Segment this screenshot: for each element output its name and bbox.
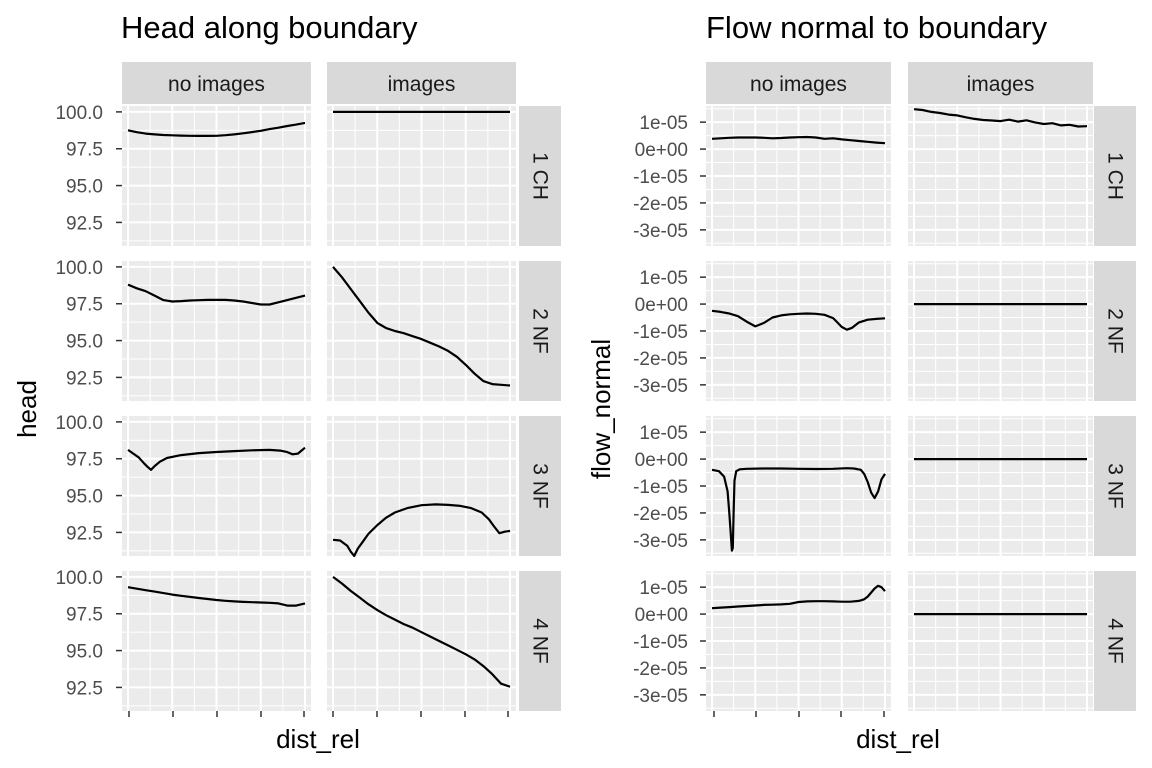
y-tick-label: 92.5 xyxy=(66,213,103,234)
row-strip-label: 2 NF xyxy=(529,308,552,354)
row-strip-label: 1 CH xyxy=(529,152,552,200)
y-tick-label: 1e-05 xyxy=(639,113,688,134)
row-strip xyxy=(519,416,561,556)
panel xyxy=(706,106,891,246)
series-line xyxy=(127,283,306,306)
y-tick-label: -2e-05 xyxy=(633,504,688,525)
right-chart-title: Flow normal to boundary xyxy=(706,10,1048,45)
series-line xyxy=(127,121,306,137)
panel xyxy=(908,261,1093,401)
panel xyxy=(122,261,311,401)
y-tick-label: -1e-05 xyxy=(633,322,688,343)
y-tick-label: 100.0 xyxy=(55,258,103,279)
column-strip xyxy=(122,62,311,104)
row-strip-label: 3 NF xyxy=(529,463,552,509)
y-tick-label: 95.0 xyxy=(66,332,103,353)
series-line xyxy=(127,586,306,607)
facet-grid: no images images 1 CH 100.0 97.5 95.0 92.5 2 NF… xyxy=(55,62,1136,717)
left-y-axis-title: head xyxy=(12,380,42,438)
panel xyxy=(122,571,311,711)
row-strip xyxy=(1094,261,1136,401)
y-tick-label: 97.5 xyxy=(66,295,103,316)
y-tick-label: -1e-05 xyxy=(633,477,688,498)
column-strip-label: images xyxy=(967,73,1035,96)
series-line xyxy=(332,576,511,688)
y-tick-label: 95.0 xyxy=(66,642,103,663)
y-tick-label: 95.0 xyxy=(66,487,103,508)
right-y-axis-title: flow_normal xyxy=(586,339,616,479)
y-tick-label: -2e-05 xyxy=(633,659,688,680)
y-tick-label: 100.0 xyxy=(55,413,103,434)
right-x-axis-title: dist_rel xyxy=(856,724,940,754)
y-tick-label: -3e-05 xyxy=(633,376,688,397)
row-strip-label: 1 CH xyxy=(1104,152,1127,200)
panel xyxy=(706,571,891,711)
y-tick-label: 1e-05 xyxy=(639,423,688,444)
y-tick-label: 1e-05 xyxy=(639,268,688,289)
panel xyxy=(706,416,891,556)
row-strip xyxy=(519,571,561,711)
left-x-axis-title: dist_rel xyxy=(276,724,360,754)
y-tick-label: -2e-05 xyxy=(633,349,688,370)
column-strip xyxy=(327,62,516,104)
y-tick-label: -3e-05 xyxy=(633,531,688,552)
row-strip-label: 3 NF xyxy=(1104,463,1127,509)
series-line xyxy=(711,584,886,610)
y-tick-label: -2e-05 xyxy=(633,194,688,215)
y-tick-label: 92.5 xyxy=(66,523,103,544)
row-strip-label: 2 NF xyxy=(1104,308,1127,354)
row-strip xyxy=(1094,106,1136,246)
chart-head: no images images 1 CH 100.0 97.5 95.0 92.5 2 NF… xyxy=(55,62,561,717)
column-strip-label: no images xyxy=(168,73,265,96)
column-strip-label: images xyxy=(388,73,456,96)
row-strip xyxy=(519,261,561,401)
y-tick-label: 100.0 xyxy=(55,103,103,124)
column-strip xyxy=(706,62,891,104)
series-line xyxy=(913,108,1088,128)
y-tick-label: 100.0 xyxy=(55,568,103,589)
y-tick-label: 92.5 xyxy=(66,678,103,699)
left-chart-title: Head along boundary xyxy=(121,10,418,45)
panel xyxy=(327,416,516,558)
panel xyxy=(908,106,1093,246)
chart-flow: no images images 1 CH 1e-05 0e+00 -1e-05 -2e-0… xyxy=(633,62,1136,717)
panel xyxy=(327,106,516,246)
y-tick-label: -3e-05 xyxy=(633,686,688,707)
y-tick-label: 97.5 xyxy=(66,450,103,471)
series-line xyxy=(711,309,886,331)
series-line xyxy=(332,503,511,558)
row-strip-label: 4 NF xyxy=(1104,618,1127,664)
y-tick-label: -1e-05 xyxy=(633,632,688,653)
y-tick-label: 0e+00 xyxy=(635,605,688,626)
y-tick-label: 97.5 xyxy=(66,140,103,161)
y-tick-label: 0e+00 xyxy=(635,450,688,471)
row-strip xyxy=(1094,416,1136,556)
y-tick-label: 97.5 xyxy=(66,605,103,626)
panel xyxy=(908,416,1093,556)
row-strip-label: 4 NF xyxy=(529,618,552,664)
panel xyxy=(908,571,1093,711)
column-strip xyxy=(908,62,1093,104)
y-tick-label: 95.0 xyxy=(66,177,103,198)
y-tick-label: 0e+00 xyxy=(635,140,688,161)
panel xyxy=(122,106,311,246)
panel xyxy=(706,261,891,401)
y-tick-label: -1e-05 xyxy=(633,167,688,188)
y-tick-label: 92.5 xyxy=(66,368,103,389)
y-tick-label: 1e-05 xyxy=(639,578,688,599)
panel xyxy=(327,261,516,401)
series-line xyxy=(332,266,511,387)
row-strip xyxy=(1094,571,1136,711)
panel xyxy=(122,416,311,556)
column-strip-label: no images xyxy=(750,73,847,96)
series-line xyxy=(127,446,306,471)
y-tick-label: -3e-05 xyxy=(633,221,688,242)
series-line xyxy=(711,135,886,145)
series-line xyxy=(711,467,886,552)
row-strip xyxy=(519,106,561,246)
y-tick-label: 0e+00 xyxy=(635,295,688,316)
panel xyxy=(327,571,516,711)
